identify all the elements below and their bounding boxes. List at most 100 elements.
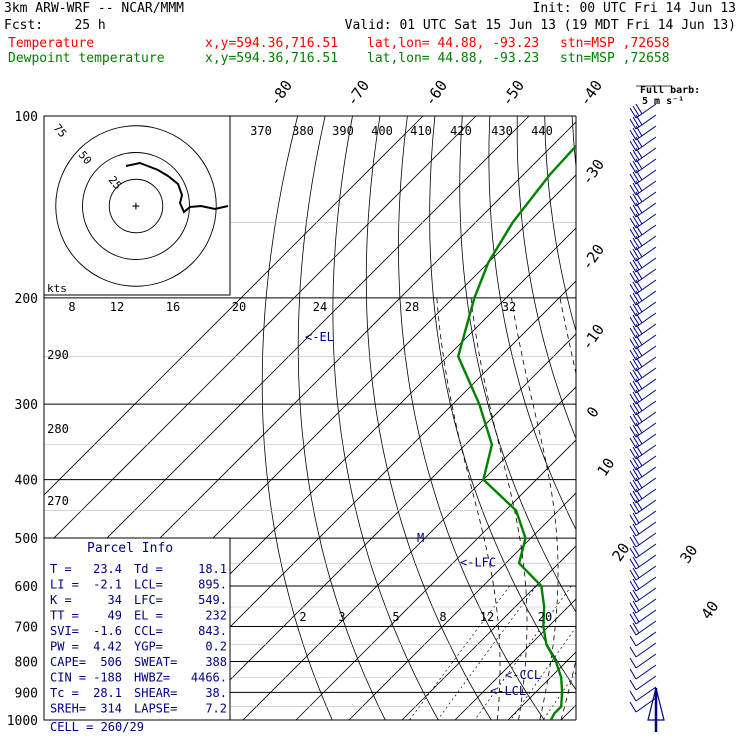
wind-barb-flag — [635, 422, 643, 434]
parcel-label: SVI= — [50, 624, 79, 638]
theta-e-label: 28 — [405, 300, 419, 314]
mixing-ratio-label: 3 — [338, 610, 345, 624]
wind-barb-flag — [632, 600, 640, 612]
wind-barb-flag — [632, 138, 640, 150]
wind-barb-flag — [629, 514, 637, 526]
dry-adiabat — [261, 116, 333, 720]
moist-adiabat — [603, 298, 689, 720]
wind-barb-flag — [629, 503, 637, 515]
wind-barb-flag — [632, 578, 640, 590]
dry-adiabat — [655, 116, 740, 720]
parcel-label: SHEAR= — [134, 686, 177, 700]
theta-label: 430 — [491, 124, 513, 138]
theta-label: 380 — [292, 124, 314, 138]
wind-barb-flag — [635, 455, 643, 467]
isotherm — [44, 116, 530, 602]
parcel-value: 232 — [205, 609, 227, 623]
wind-barb-flag — [629, 459, 637, 471]
barb-legend-line2: 5 m s⁻¹ — [642, 96, 684, 107]
wind-barb-flag — [632, 391, 640, 403]
isotherm-label: -10 — [578, 321, 608, 354]
wind-barb-flag — [632, 523, 640, 535]
parcel-value: 0.2 — [205, 640, 227, 654]
hodograph-trace — [125, 161, 229, 214]
wind-barb-flag — [629, 580, 637, 592]
hodograph-ring — [108, 178, 164, 234]
parcel-value: 18.1 — [198, 562, 227, 576]
dry-adiabat — [600, 116, 740, 720]
init-time: Init: 00 UTC Fri 14 Jun 13 — [532, 1, 737, 16]
wind-barb-flag — [635, 235, 643, 247]
wind-barb-flag — [635, 191, 643, 203]
theta-side-label: 290 — [47, 348, 69, 362]
pressure-tick-label: 700 — [15, 620, 38, 635]
wind-barb-flag — [629, 118, 637, 130]
theta-e-label: 16 — [166, 300, 180, 314]
dry-adiabat — [682, 116, 740, 720]
wind-barb-flag — [629, 184, 637, 196]
parcel-label: SREH= — [50, 702, 86, 716]
isotherm — [44, 116, 477, 549]
isotherm-label: -50 — [498, 77, 528, 110]
wind-barb-flag — [635, 268, 643, 280]
isotherm-label: 30 — [676, 542, 701, 567]
wind-barb-flag — [629, 536, 637, 548]
wind-barb-flag — [632, 215, 640, 227]
wind-barb-flag — [632, 116, 640, 128]
wind-barb-flag — [629, 668, 637, 680]
isotherm — [189, 333, 576, 720]
theta-e-label: 12 — [110, 300, 124, 314]
parcel-value: 549. — [198, 593, 227, 607]
hodograph-ring — [55, 125, 217, 287]
wind-barb-flag — [632, 149, 640, 161]
wind-barb-flag — [629, 393, 637, 405]
moist-adiabat — [436, 297, 501, 720]
mixing-ratio-line — [510, 626, 576, 720]
parcel-label: TT = — [50, 609, 79, 623]
wind-barb-flag — [629, 327, 637, 339]
wind-barb-flag — [629, 679, 637, 691]
isotherm — [44, 116, 424, 496]
wind-barb-flag — [632, 457, 640, 469]
wind-barb-flag — [629, 272, 637, 284]
dry-adiabat — [709, 116, 740, 720]
pressure-tick-label: 300 — [15, 398, 38, 413]
wind-barb-flag — [632, 380, 640, 392]
wind-barb-flag — [632, 259, 640, 271]
theta-label: 400 — [371, 124, 393, 138]
wind-barb-flag — [629, 283, 637, 295]
wind-barb-flag — [635, 433, 643, 445]
parcel-cell: CELL = 260/29 — [50, 720, 144, 734]
wind-barb-flag — [635, 345, 643, 357]
theta-e-label: 20 — [232, 300, 246, 314]
pressure-tick-label: 1000 — [7, 714, 38, 729]
dewpoint-station: stn=MSP ,72658 — [560, 51, 670, 66]
parcel-value: 4.42 — [93, 640, 122, 654]
barb-legend-line1: Full barb: — [640, 85, 700, 96]
wind-barb-flag — [635, 400, 643, 412]
pressure-tick-label: 400 — [15, 474, 38, 489]
parcel-label: PW = — [50, 640, 79, 654]
parcel-label: LI = — [50, 578, 79, 592]
isotherm-label: -70 — [343, 77, 373, 110]
parcel-value: -2.1 — [93, 578, 122, 592]
parcel-label: SWEAT= — [134, 655, 177, 669]
wind-barb-flag — [635, 301, 643, 313]
wind-barb — [635, 642, 657, 658]
wind-barb-flag — [629, 217, 637, 229]
wind-barb-flag — [632, 545, 640, 557]
wind-barb-flag — [629, 547, 637, 559]
wind-barb-flag — [632, 556, 640, 568]
wind-barb-flag — [632, 347, 640, 359]
mixing-ratio-label: 5 — [392, 610, 399, 624]
wind-barb — [635, 686, 657, 702]
wind-barb-flag — [629, 492, 637, 504]
mixing-ratio-label: 20 — [538, 610, 552, 624]
model-title: 3km ARW-WRF -- NCAR/MMM — [4, 1, 185, 16]
wind-barb-flag — [635, 103, 643, 115]
wind-barb-flag — [629, 151, 637, 163]
mixing-ratio-line — [542, 671, 576, 720]
wind-barb-flag — [632, 303, 640, 315]
theta-label: 410 — [410, 124, 432, 138]
